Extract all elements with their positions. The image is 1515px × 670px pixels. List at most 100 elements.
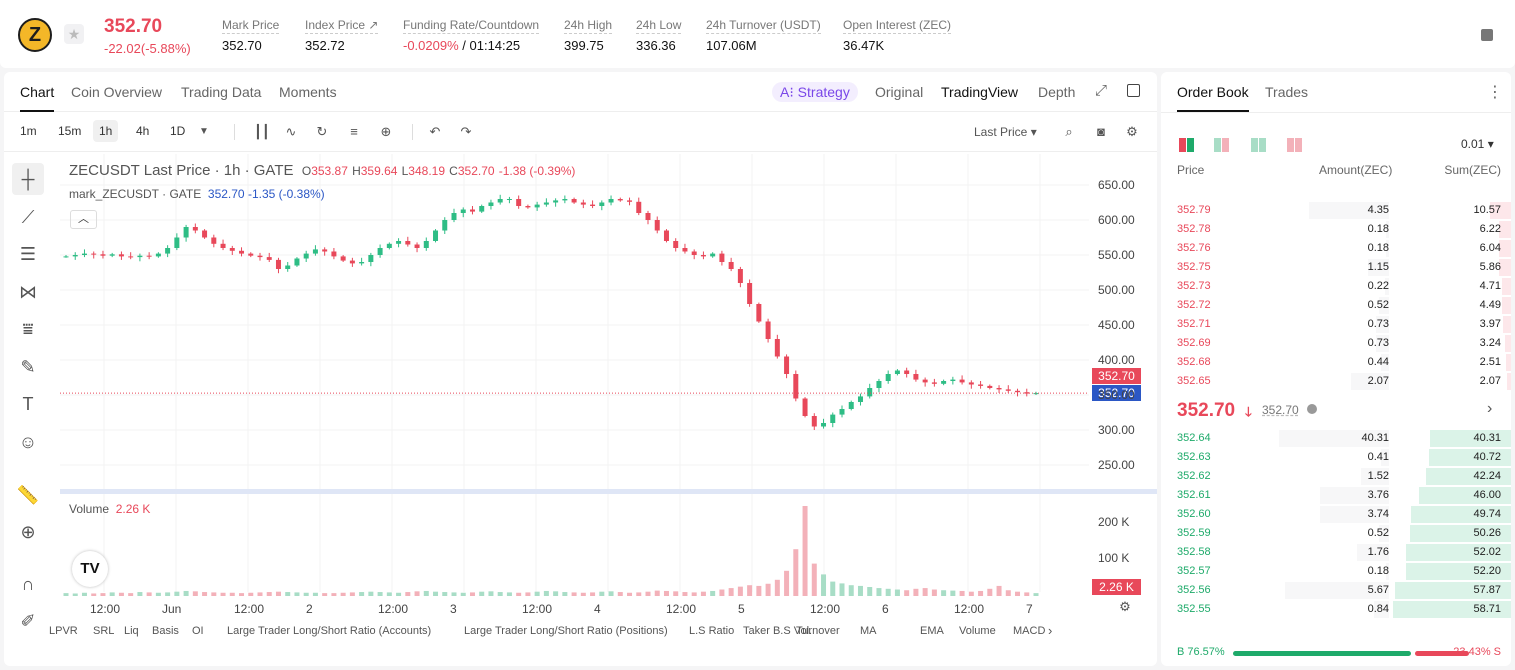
strategy-button[interactable]: A⁝ Strategy (772, 82, 858, 102)
bid-row[interactable]: 352.57 0.18 52.20 (1161, 562, 1511, 581)
zoom-tool-icon[interactable]: ⊕ (20, 522, 36, 542)
ask-row[interactable]: 352.79 4.35 10.57 (1161, 201, 1511, 220)
tab-moments[interactable]: Moments (279, 84, 337, 100)
indicator-tab[interactable]: L.S Ratio (689, 625, 735, 637)
indicators-icon[interactable]: ∿ (285, 124, 297, 139)
magnet-tool-icon[interactable]: ∩ (21, 574, 35, 594)
ask-row[interactable]: 352.73 0.22 4.71 (1161, 277, 1511, 296)
horizontal-lines-icon[interactable]: ☰ (19, 244, 37, 264)
tab-coin-overview[interactable]: Coin Overview (71, 84, 163, 100)
tf-1h[interactable]: 1h (93, 120, 119, 142)
bid-row[interactable]: 352.62 1.52 42.24 (1161, 467, 1511, 486)
emoji-tool-icon[interactable]: ☺ (18, 432, 38, 452)
indicator-tab[interactable]: Taker B.S Vol. (743, 625, 813, 637)
more-icon[interactable]: ⋮ (1487, 84, 1503, 101)
bid-row[interactable]: 352.59 0.52 50.26 (1161, 524, 1511, 543)
bid-row[interactable]: 352.61 3.76 46.00 (1161, 486, 1511, 505)
both-sides-icon[interactable] (1179, 138, 1195, 152)
split-view-icon[interactable] (1214, 138, 1230, 152)
search-icon[interactable]: ⌕ (1065, 124, 1073, 139)
indicator-tab[interactable]: MACD (1013, 625, 1046, 637)
volume-bar (765, 583, 771, 596)
candle-body (1005, 389, 1011, 391)
price-type-select[interactable]: Last Price ▾ (974, 125, 1037, 139)
camera-icon[interactable]: ◙ (1097, 124, 1105, 139)
tf-1d[interactable]: 1D (170, 124, 186, 138)
trend-line-icon[interactable]: ⟋ (21, 207, 35, 227)
sum-depth-bar (1418, 487, 1511, 504)
undo-icon[interactable]: ↶ (429, 124, 441, 139)
chevron-right-icon[interactable]: › (1487, 400, 1493, 417)
ruler-tool-icon[interactable]: 📏 (16, 485, 40, 505)
indicator-tab[interactable]: SRL (93, 625, 115, 637)
add-indicator-icon[interactable]: ⊕ (380, 124, 392, 139)
expand-icon[interactable]: ⤢ (1095, 82, 1108, 99)
tab-trades[interactable]: Trades (1265, 84, 1309, 100)
bid-row[interactable]: 352.55 0.84 58.71 (1161, 600, 1511, 619)
indicator-scroll-right-icon[interactable]: › (1048, 623, 1053, 638)
ask-row[interactable]: 352.78 0.18 6.22 (1161, 220, 1511, 239)
indicator-tab[interactable]: Volume (959, 625, 996, 637)
bid-row[interactable]: 352.60 3.74 49.74 (1161, 505, 1511, 524)
sum-cell: 4.71 (1479, 280, 1501, 292)
tf-15m[interactable]: 15m (58, 124, 82, 138)
price-step-select[interactable]: 0.01 ▾ (1461, 137, 1494, 151)
tf-1m[interactable]: 1m (20, 124, 37, 138)
x-tick: 3 (450, 602, 457, 616)
refresh-icon[interactable]: ↻ (316, 124, 328, 139)
candle-type-icon[interactable]: ┃┃ (254, 124, 270, 139)
volume-bar (978, 590, 984, 596)
bid-row[interactable]: 352.56 5.67 57.87 (1161, 581, 1511, 600)
tf-dropdown-icon[interactable]: ▼ (199, 126, 209, 137)
bid-row[interactable]: 352.64 40.31 40.31 (1161, 429, 1511, 448)
gear-icon[interactable]: ⚙ (1126, 124, 1138, 139)
stat-index-price[interactable]: Index Price ↗ 352.72 (305, 18, 379, 53)
view-original[interactable]: Original (875, 84, 924, 100)
brush-tool-icon[interactable]: ✎ (20, 357, 36, 377)
collapse-legend-button[interactable]: ︿ (70, 210, 97, 229)
indicator-tab[interactable]: MA (860, 625, 877, 637)
ask-row[interactable]: 352.68 0.44 2.51 (1161, 353, 1511, 372)
indicator-tab[interactable]: Large Trader Long/Short Ratio (Accounts) (227, 625, 432, 637)
ask-row[interactable]: 352.71 0.73 3.97 (1161, 315, 1511, 334)
tab-order-book[interactable]: Order Book (1177, 84, 1249, 112)
pattern-tool-icon[interactable]: ⋈ (19, 282, 37, 302)
ask-row[interactable]: 352.72 0.52 4.49 (1161, 296, 1511, 315)
text-tool-icon[interactable]: T (22, 394, 34, 414)
tab-trading-data[interactable]: Trading Data (181, 84, 262, 100)
indicator-tab[interactable]: OI (192, 625, 204, 637)
indicator-tab[interactable]: Turnover (796, 625, 840, 637)
bids-only-icon[interactable] (1251, 138, 1267, 152)
ask-row[interactable]: 352.75 1.15 5.86 (1161, 258, 1511, 277)
candlestick-chart[interactable] (4, 72, 1157, 666)
tab-chart[interactable]: Chart (20, 84, 55, 112)
indicator-tab[interactable]: Large Trader Long/Short Ratio (Positions… (464, 625, 668, 637)
sum-depth-bar (1499, 259, 1511, 276)
indicator-tab[interactable]: LPVR (49, 625, 78, 637)
fullscreen-icon[interactable] (1127, 84, 1140, 97)
asks-only-icon[interactable] (1287, 138, 1303, 152)
ask-row[interactable]: 352.69 0.73 3.24 (1161, 334, 1511, 353)
settings-list-icon[interactable]: ≡ (350, 124, 358, 139)
volume-bar (72, 593, 78, 596)
fib-tool-icon[interactable]: ⩸ (22, 319, 34, 339)
crosshair-tool-icon[interactable]: ┼ (12, 163, 44, 195)
favorite-star-icon[interactable]: ★ (64, 24, 84, 44)
bid-row[interactable]: 352.63 0.41 40.72 (1161, 448, 1511, 467)
indicator-tab[interactable]: EMA (920, 625, 944, 637)
indicator-tab[interactable]: Liq (124, 625, 139, 637)
axis-settings-icon[interactable]: ⚙ (1119, 599, 1131, 614)
redo-icon[interactable]: ↷ (460, 124, 472, 139)
tf-4h[interactable]: 4h (136, 124, 150, 138)
ask-row[interactable]: 352.65 2.07 2.07 (1161, 372, 1511, 391)
ask-row[interactable]: 352.76 0.18 6.04 (1161, 239, 1511, 258)
indicator-tab[interactable]: Basis (152, 625, 179, 637)
view-tradingview[interactable]: TradingView (941, 84, 1019, 100)
book-icon[interactable] (1481, 29, 1493, 41)
mark-legend: mark_ZECUSDT · GATE 352.70 -1.35 (-0.38%… (69, 187, 325, 201)
info-icon[interactable] (1307, 404, 1317, 414)
view-depth[interactable]: Depth (1038, 84, 1076, 100)
draw-lock-icon[interactable]: ✐ (20, 611, 36, 631)
candle-body (737, 269, 743, 283)
bid-row[interactable]: 352.58 1.76 52.02 (1161, 543, 1511, 562)
